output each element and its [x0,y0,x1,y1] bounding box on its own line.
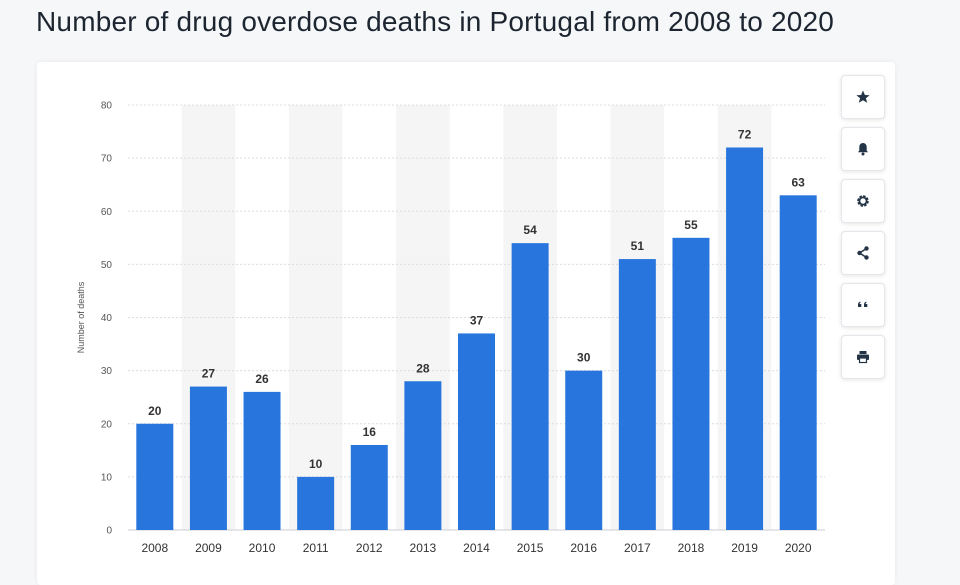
x-tick-label: 2020 [785,541,812,555]
data-label: 37 [470,313,484,327]
gear-icon [857,195,869,207]
data-label: 51 [631,239,645,253]
chart-card: 0 10 20 30 40 50 60 70 80 Number of deaths 20 2008 2… [37,62,895,585]
notification-button[interactable] [841,127,885,171]
x-tick-label: 2017 [624,541,651,555]
bar [565,370,603,530]
bar [511,243,549,530]
page-title: Number of drug overdose deaths in Portug… [36,6,835,37]
share-button[interactable] [841,231,885,275]
x-tick-label: 2016 [570,541,597,555]
x-tick-label: 2008 [141,541,168,555]
data-label: 54 [523,223,537,237]
data-label: 28 [416,361,430,375]
y-tick-label: 10 [101,472,113,483]
x-tick-label: 2013 [410,541,437,555]
bar [136,423,174,530]
y-tick-label: 0 [106,526,112,537]
data-label: 55 [684,218,698,232]
quote-icon [858,301,868,307]
printer-icon [857,351,869,364]
data-label: 63 [792,175,806,189]
bell-icon [858,143,868,156]
x-tick-label: 2009 [195,541,222,555]
star-icon [856,90,870,103]
data-label: 20 [148,404,162,418]
favorite-button[interactable] [841,75,885,119]
data-label: 30 [577,351,591,365]
bar [672,237,710,530]
bar [350,445,388,530]
data-label: 26 [255,372,269,386]
y-tick-label: 40 [101,313,113,324]
bar-chart: 0 10 20 30 40 50 60 70 80 Number of deaths 20 2008 2… [76,101,825,555]
y-tick-label: 20 [101,419,113,430]
bar [779,195,817,530]
data-label: 72 [738,128,752,142]
x-tick-label: 2019 [731,541,758,555]
y-tick-label: 60 [101,207,113,218]
x-tick-label: 2015 [517,541,544,555]
print-button[interactable] [841,335,885,379]
bar [726,147,764,530]
bar [297,476,335,530]
x-tick-label: 2010 [249,541,276,555]
cite-button[interactable] [841,283,885,327]
x-tick-label: 2014 [463,541,490,555]
x-tick-label: 2018 [678,541,705,555]
bar [458,333,495,530]
x-tick-label: 2012 [356,541,383,555]
bar [404,381,442,530]
y-tick-label: 30 [101,366,113,377]
y-axis-label: Number of deaths [76,281,86,353]
data-label: 27 [202,367,216,381]
share-icon [857,246,869,260]
bar [243,391,281,530]
bar [189,386,227,530]
data-label: 10 [309,457,323,471]
settings-button[interactable] [841,179,885,223]
bar [618,259,656,530]
y-tick-label: 80 [101,101,113,112]
x-tick-label: 2011 [303,541,329,555]
chart-toolbar [841,75,885,387]
y-tick-label: 70 [101,154,113,165]
data-label: 16 [363,425,377,439]
y-tick-label: 50 [101,260,113,271]
